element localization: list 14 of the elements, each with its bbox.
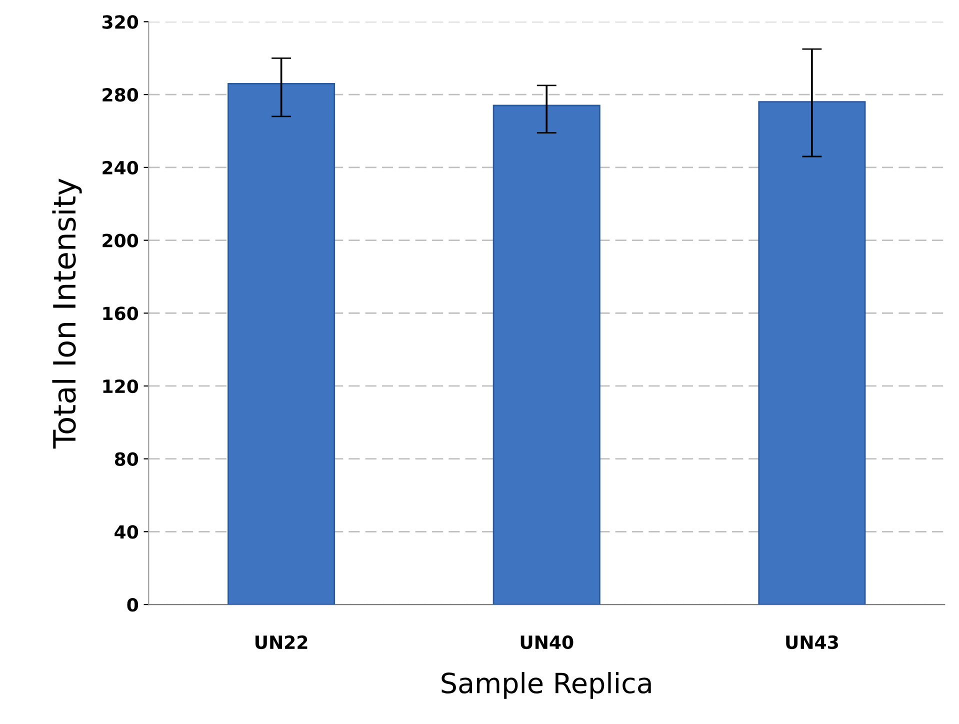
y-tick-label: 280 (102, 88, 138, 102)
y-tick-label: 80 (114, 452, 138, 466)
y-axis-title: Total Ion Intensity (52, 178, 82, 449)
x-tick-label: UN22 (256, 635, 308, 650)
x-tick-label: UN43 (786, 635, 838, 650)
y-tick-label: 40 (114, 525, 138, 539)
y-tick-label: 320 (102, 15, 138, 29)
x-axis-title: Sample Replica (442, 672, 651, 699)
y-tick-label: 0 (127, 598, 138, 612)
y-tick-label: 160 (103, 306, 138, 320)
y-tick-label: 240 (102, 160, 138, 175)
x-tick-label: UN40 (520, 635, 574, 650)
y-tick-label: 200 (102, 234, 138, 248)
y-tick-label: 120 (103, 379, 138, 394)
